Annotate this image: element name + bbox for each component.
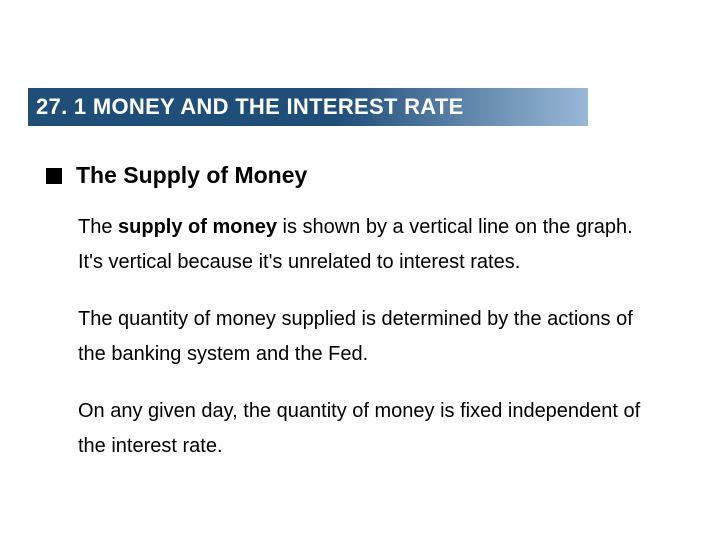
paragraph: The supply of money is shown by a vertic… — [78, 210, 658, 280]
section-header-bar: 27. 1 MONEY AND THE INTEREST RATE — [28, 88, 588, 126]
section-header-text: 27. 1 MONEY AND THE INTEREST RATE — [36, 94, 464, 120]
slide: 27. 1 MONEY AND THE INTEREST RATE The Su… — [0, 0, 720, 540]
text-run: supply of money — [118, 216, 277, 238]
text-run: The quantity of money supplied is determ… — [78, 308, 633, 365]
paragraph: The quantity of money supplied is determ… — [78, 302, 658, 372]
body-text-block: The supply of money is shown by a vertic… — [78, 210, 658, 486]
text-run: The — [78, 216, 118, 238]
paragraph: On any given day, the quantity of money … — [78, 394, 658, 464]
bullet-square-icon — [46, 168, 62, 184]
bullet-row: The Supply of Money — [46, 162, 307, 189]
text-run: On any given day, the quantity of money … — [78, 400, 640, 457]
bullet-title: The Supply of Money — [76, 162, 307, 189]
